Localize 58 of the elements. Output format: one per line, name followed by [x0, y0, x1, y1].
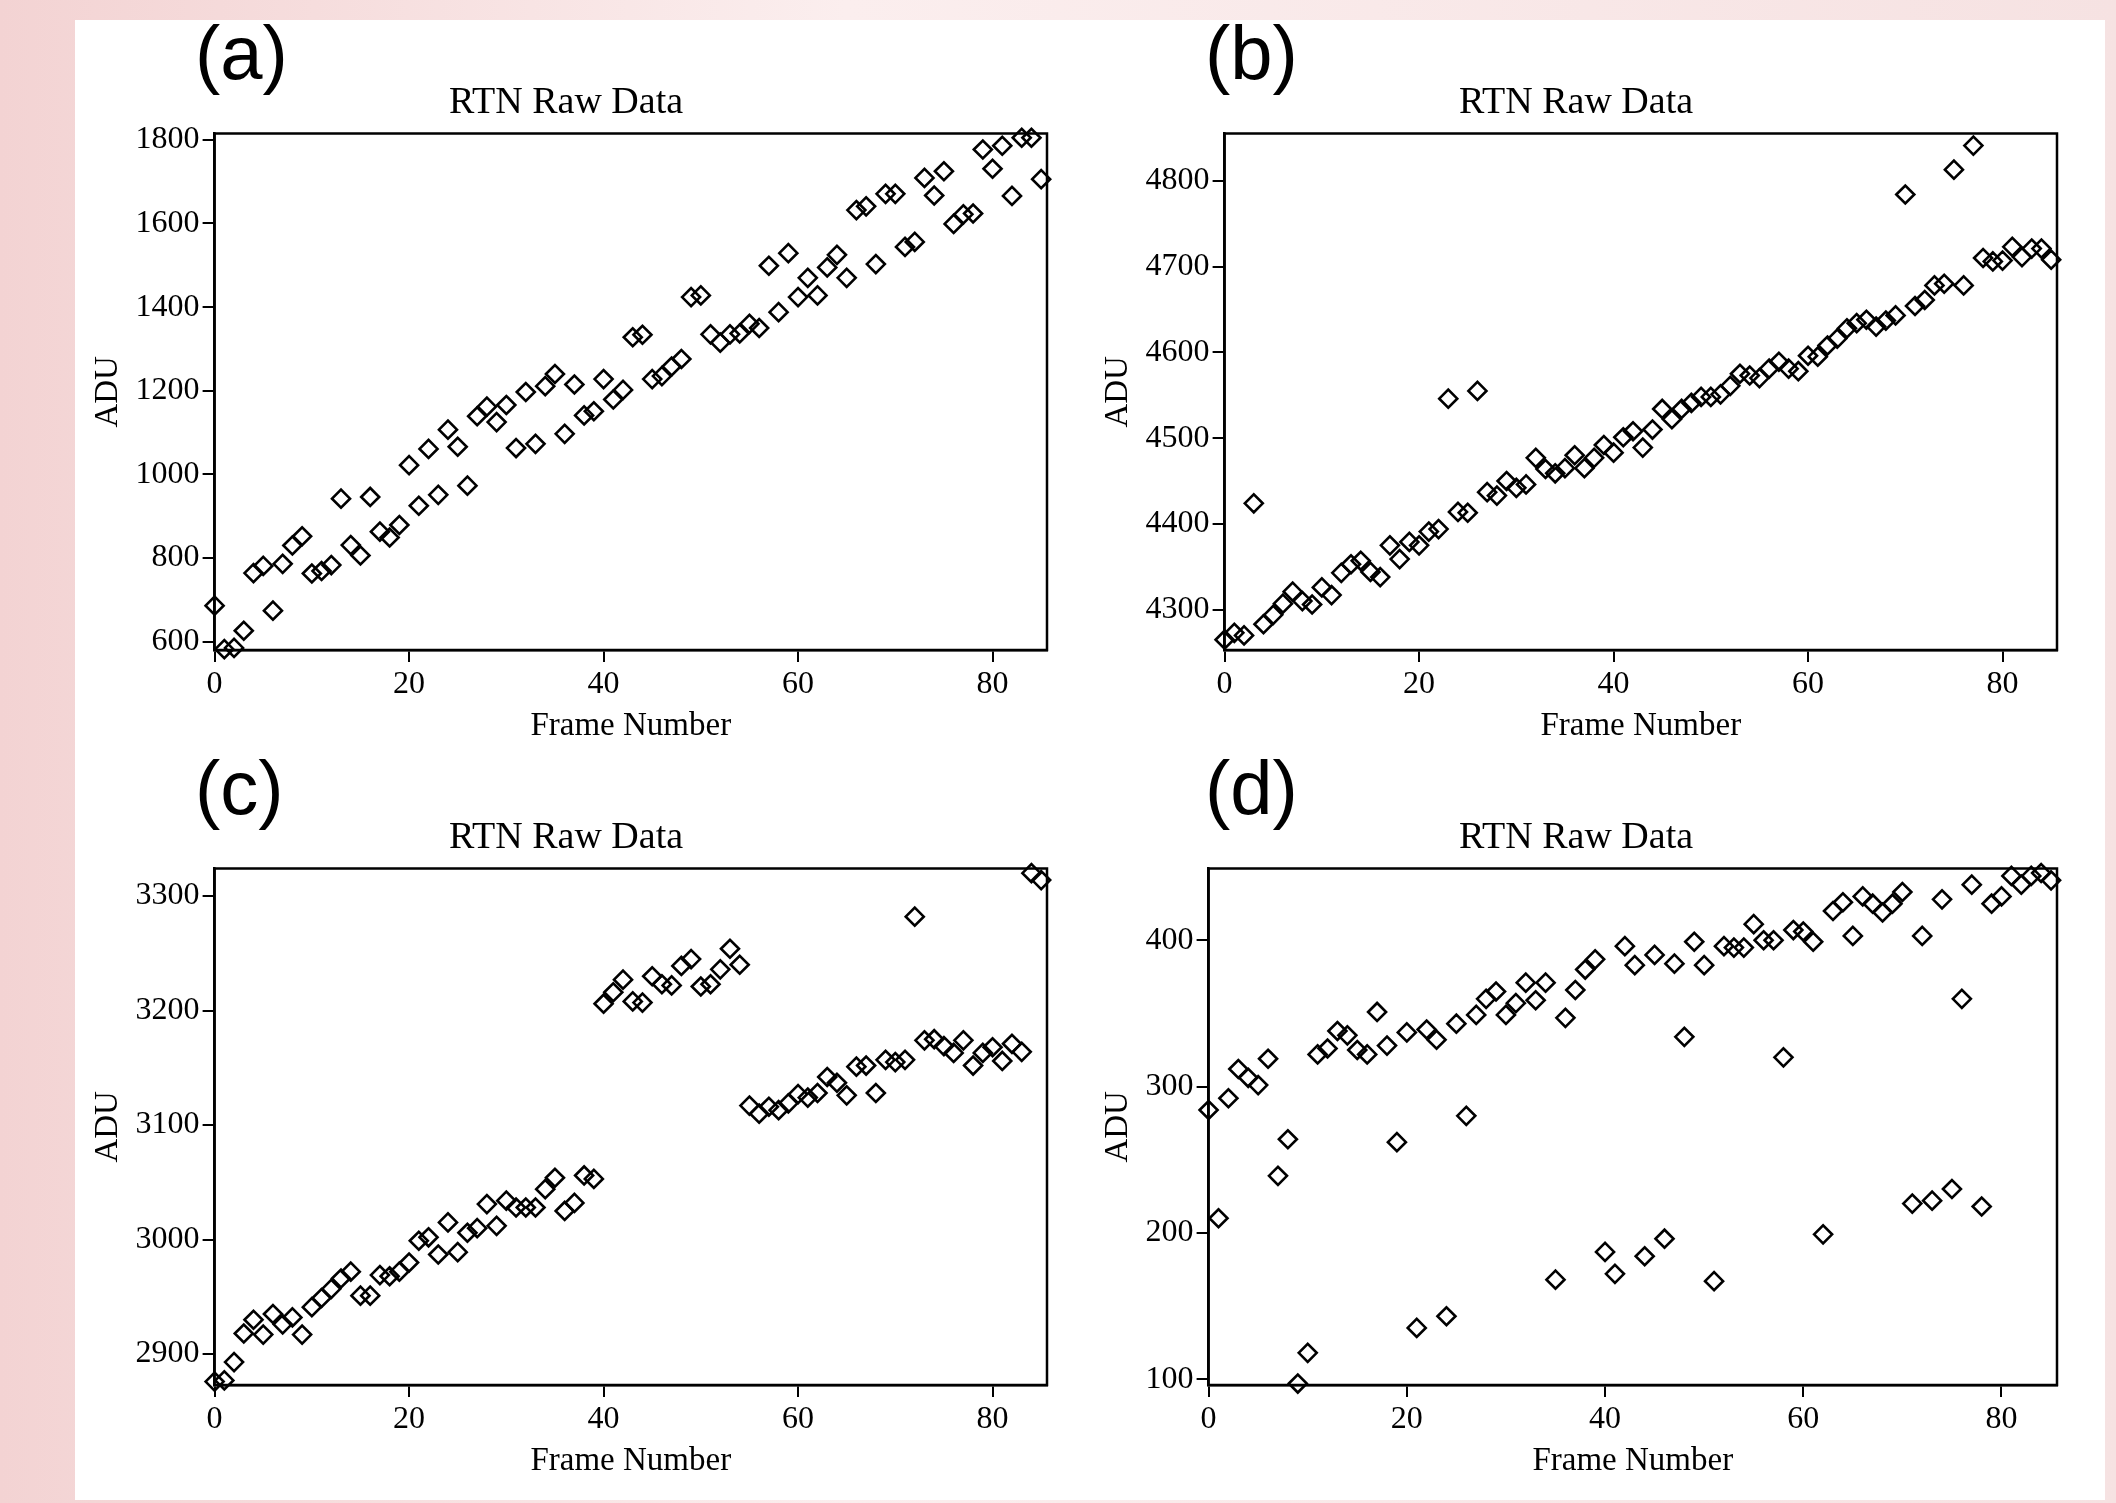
x-tick-label: 80 [976, 663, 1009, 700]
x-tick-label: 60 [782, 663, 815, 700]
y-tick-label: 800 [151, 537, 200, 574]
x-tick-label: 80 [1986, 663, 2019, 700]
y-axis-title: ADU [88, 1090, 125, 1163]
y-tick-label: 4600 [1145, 331, 1210, 368]
y-tick-label: 1200 [135, 370, 200, 407]
x-tick-label: 20 [393, 1398, 426, 1435]
x-tick-label: 40 [587, 663, 620, 700]
x-tick-label: 0 [206, 1398, 223, 1435]
y-tick-label: 4500 [1145, 417, 1210, 454]
x-tick-label: 20 [1390, 1398, 1423, 1435]
y-tick-label: 100 [1145, 1358, 1194, 1395]
text: (a) [195, 9, 288, 95]
chart-title: RTN Raw Data [448, 813, 684, 856]
text: (b) [1205, 9, 1298, 95]
x-tick-label: 40 [1597, 663, 1630, 700]
y-tick-label: 600 [151, 621, 200, 658]
y-axis-title: ADU [88, 355, 125, 428]
y-tick-label: 1800 [135, 119, 200, 156]
y-tick-label: 400 [1145, 919, 1194, 956]
x-tick-label: 20 [1403, 663, 1436, 700]
y-tick-label: 1600 [135, 202, 200, 239]
y-tick-label: 4800 [1145, 160, 1210, 197]
y-tick-label: 3200 [135, 989, 200, 1026]
x-tick-label: 60 [1787, 1398, 1820, 1435]
x-axis-title: Frame Number [530, 1440, 732, 1477]
y-tick-label: 3300 [135, 875, 200, 912]
y-tick-label: 3100 [135, 1104, 200, 1141]
x-tick-label: 40 [587, 1398, 620, 1435]
y-tick-label: 1400 [135, 286, 200, 323]
x-tick-label: 80 [1985, 1398, 2018, 1435]
x-axis-title: Frame Number [530, 705, 732, 742]
x-tick-label: 0 [1216, 663, 1233, 700]
y-tick-label: 4700 [1145, 245, 1210, 282]
y-tick-label: 3000 [135, 1218, 200, 1255]
x-tick-label: 40 [1589, 1398, 1622, 1435]
text: (d) [1205, 744, 1298, 830]
chart-title: RTN Raw Data [1458, 813, 1694, 856]
x-tick-label: 0 [206, 663, 223, 700]
x-tick-label: 0 [1200, 1398, 1217, 1435]
x-tick-label: 60 [1792, 663, 1825, 700]
y-tick-label: 200 [1145, 1212, 1194, 1249]
x-tick-label: 20 [393, 663, 426, 700]
y-axis-title: ADU [1098, 1090, 1135, 1163]
x-tick-label: 80 [976, 1398, 1009, 1435]
x-axis-title: Frame Number [1540, 705, 1742, 742]
y-tick-label: 2900 [135, 1333, 200, 1370]
x-tick-label: 60 [782, 1398, 815, 1435]
x-axis-title: Frame Number [1532, 1440, 1734, 1477]
y-tick-label: 300 [1145, 1065, 1194, 1102]
y-axis-title: ADU [1098, 355, 1135, 428]
text: (c) [195, 744, 284, 830]
chart-title: RTN Raw Data [448, 78, 684, 121]
y-tick-label: 4300 [1145, 589, 1210, 626]
y-tick-label: 4400 [1145, 503, 1210, 540]
y-tick-label: 1000 [135, 453, 200, 490]
chart-title: RTN Raw Data [1458, 78, 1694, 121]
